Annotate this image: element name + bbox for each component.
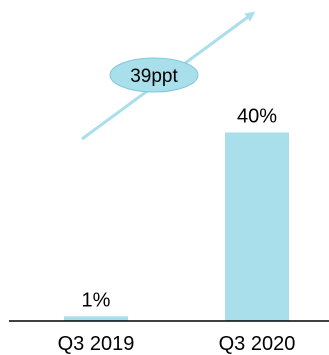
bar-q3-2020 [225,132,289,321]
bar-q3-2019 [64,316,128,321]
category-label-q3-2020: Q3 2020 [219,333,296,355]
annotation-label: 39ppt [130,66,178,87]
category-label-q3-2019: Q3 2019 [58,333,135,355]
annotation-badge [109,57,199,93]
value-label-q3-2020: 40% [237,105,277,127]
value-label-q3-2019: 1% [82,289,111,311]
